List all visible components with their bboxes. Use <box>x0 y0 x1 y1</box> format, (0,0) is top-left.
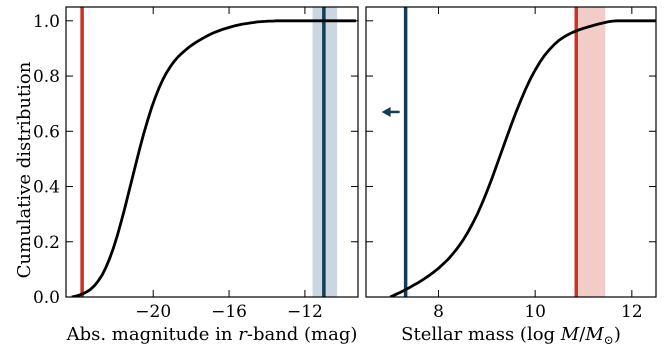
uncertainty-band <box>576 7 606 297</box>
y-axis-label: Cumulative distribution <box>14 61 35 278</box>
plot-area <box>389 7 656 297</box>
cdf-curve <box>389 19 656 297</box>
axes-frame <box>65 6 359 298</box>
x-tick-label: −20 <box>135 302 171 322</box>
x-tick-label: −16 <box>211 302 247 322</box>
y-tick-label: 0.6 <box>33 122 60 142</box>
x-tick-label: 12 <box>621 302 643 322</box>
x-tick-label: 8 <box>433 302 444 322</box>
y-tick-label: 0.2 <box>33 233 60 253</box>
plot-area <box>71 7 357 297</box>
x-axis-label: Stellar mass (log M/M⊙) <box>401 324 621 347</box>
y-tick-label: 0.8 <box>33 67 60 87</box>
upper-limit-arrow-head <box>381 106 391 117</box>
x-tick-label: 10 <box>524 302 546 322</box>
y-tick-label: 0.0 <box>33 288 60 308</box>
cdf-curve <box>71 19 357 297</box>
axes-frame <box>365 6 657 298</box>
y-tick-label: 0.4 <box>33 178 60 198</box>
y-tick-label: 1.0 <box>33 12 60 32</box>
x-axis-label: Abs. magnitude in r-band (mag) <box>66 324 358 345</box>
x-tick-label: −12 <box>287 302 323 322</box>
panel-abs-magnitude: −20 −16 −12 0.0 0.2 0.4 0.6 0.8 1.0 Abs. magnitud… <box>33 6 359 345</box>
